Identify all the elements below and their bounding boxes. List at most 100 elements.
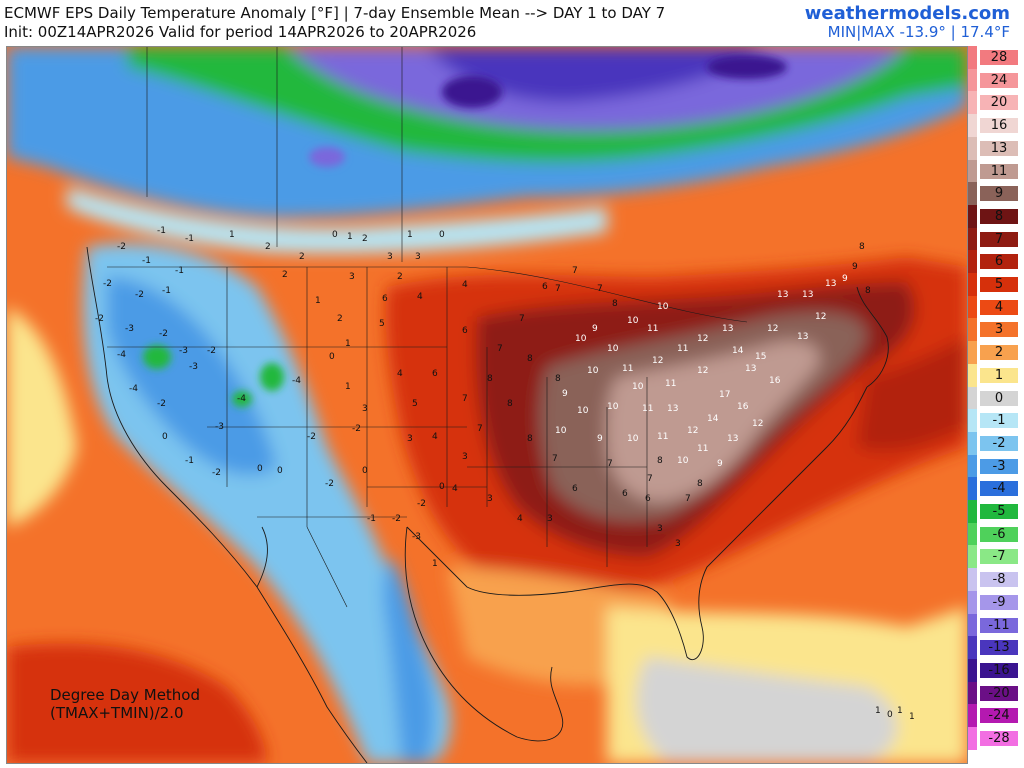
method-caption: Degree Day Method (TMAX+TMIN)/2.0 [50, 686, 200, 722]
anomaly-value-label: -4 [292, 376, 301, 386]
anomaly-value-label: -3 [412, 532, 421, 542]
legend-swatch [968, 636, 977, 660]
anomaly-value-label: 2 [337, 314, 343, 324]
legend-label: 5 [980, 277, 1018, 292]
caribbean-gray [636, 657, 897, 763]
anomaly-value-label: 1 [432, 559, 438, 569]
anomaly-value-label: -2 [95, 314, 104, 324]
mexico-cold-strip [383, 557, 435, 763]
anomaly-value-label: 4 [452, 484, 458, 494]
legend-label: -5 [980, 504, 1018, 519]
anomaly-value-label: 5 [412, 399, 418, 409]
anomaly-value-label: 8 [487, 374, 493, 384]
legend-label: 1 [980, 367, 1018, 383]
anomaly-value-label: 3 [547, 514, 553, 524]
legend-row: -8 [968, 568, 1020, 592]
anomaly-value-label: 3 [349, 272, 355, 282]
anomaly-value-label: 10 [607, 402, 619, 412]
anomaly-value-label: 3 [415, 252, 421, 262]
anomaly-value-label: 14 [732, 346, 744, 356]
anomaly-value-label: -1 [162, 286, 171, 296]
anomaly-field [7, 47, 967, 763]
anomaly-value-label: 7 [477, 424, 483, 434]
anomaly-value-label: -2 [352, 424, 361, 434]
legend-row: 7 [968, 227, 1020, 251]
anomaly-value-label: 0 [439, 482, 445, 492]
great-lakes-light-peak [606, 340, 820, 502]
legend-row: -20 [968, 681, 1020, 705]
anomaly-value-label: 12 [697, 366, 708, 376]
anomaly-value-label: 7 [607, 459, 613, 469]
legend-swatch [968, 68, 977, 92]
brand-link[interactable]: weathermodels.com [804, 3, 1010, 24]
anomaly-value-label: 1 [345, 382, 351, 392]
anomaly-value-label: -3 [215, 422, 224, 432]
pacific-deep-warm [7, 643, 267, 763]
legend-row: -7 [968, 545, 1020, 569]
anomaly-value-label: 7 [597, 284, 603, 294]
legend-swatch [968, 159, 977, 183]
anomaly-value-label: 6 [622, 489, 628, 499]
anomaly-value-label: -1 [367, 514, 376, 524]
atlantic-warm [857, 337, 967, 451]
anomaly-value-label: 0 [439, 230, 445, 240]
legend-row: 28 [968, 46, 1020, 69]
anomaly-value-label: 6 [432, 369, 438, 379]
anomaly-value-label: 3 [462, 452, 468, 462]
legend-swatch [968, 363, 977, 387]
anomaly-value-label: 10 [607, 344, 619, 354]
anomaly-value-label: 13 [667, 404, 678, 414]
anomaly-value-label: 12 [697, 334, 708, 344]
legend-row: 2 [968, 341, 1020, 365]
color-legend: 28 24 20 16 13 11 9 8 7 6 5 4 3 2 1 0 -1 -2 -3 -4 -5 -6 -7 -8 -9… [968, 46, 1020, 752]
anomaly-value-label: 10 [627, 316, 639, 326]
anomaly-value-label: 3 [675, 539, 681, 549]
legend-swatch [968, 182, 977, 206]
header: ECMWF EPS Daily Temperature Anomaly [°F]… [0, 0, 1024, 44]
legend-swatch [968, 522, 977, 546]
anomaly-value-label: 7 [462, 394, 468, 404]
anomaly-value-label: 7 [572, 266, 578, 276]
legend-row: 13 [968, 136, 1020, 160]
anomaly-value-label: 8 [657, 456, 663, 466]
anomaly-value-label: 13 [727, 434, 738, 444]
anomaly-value-label: 12 [767, 324, 778, 334]
anomaly-value-label: -4 [117, 350, 126, 360]
legend-row: 6 [968, 250, 1020, 274]
anomaly-value-label: 3 [657, 524, 663, 534]
anomaly-value-label: 8 [612, 299, 618, 309]
legend-label: 4 [980, 299, 1018, 315]
legend-swatch [968, 658, 977, 682]
legend-row: 9 [968, 182, 1020, 206]
anomaly-value-label: 4 [417, 292, 423, 302]
anomaly-value-label: 9 [842, 274, 848, 284]
anomaly-value-label: 8 [697, 479, 703, 489]
anomaly-value-label: -2 [103, 279, 112, 289]
anomaly-value-label: -1 [185, 234, 194, 244]
anomaly-value-label: 3 [487, 494, 493, 504]
legend-row: -9 [968, 590, 1020, 614]
anomaly-value-label: 7 [519, 314, 525, 324]
anomaly-value-label: 8 [865, 286, 871, 296]
anomaly-value-label: 4 [462, 280, 468, 290]
legend-label: 8 [980, 208, 1018, 224]
legend-swatch [968, 431, 977, 455]
legend-swatch [968, 704, 977, 728]
legend-swatch [968, 409, 977, 433]
anomaly-value-label: 11 [642, 404, 653, 414]
legend-label: -7 [980, 549, 1018, 565]
anomaly-value-label: 13 [777, 290, 788, 300]
legend-swatch [968, 341, 977, 365]
anomaly-value-label: 2 [397, 272, 403, 282]
legend-label: -24 [980, 708, 1018, 724]
anomaly-value-label: -2 [157, 399, 166, 409]
legend-label: -20 [980, 685, 1018, 701]
anomaly-value-label: 1 [229, 230, 235, 240]
legend-swatch [968, 681, 977, 705]
legend-row: 16 [968, 114, 1020, 138]
anomaly-value-label: 10 [632, 382, 644, 392]
legend-swatch [968, 545, 977, 569]
anomaly-map: -1 -1 -2 -1 -1 -2 -2 -1 -2 -3 -2 -4 -3 -2 -3 -4 -2 -3 0 -1-… [6, 46, 968, 764]
legend-row: -24 [968, 704, 1020, 728]
legend-row: 24 [968, 68, 1020, 92]
